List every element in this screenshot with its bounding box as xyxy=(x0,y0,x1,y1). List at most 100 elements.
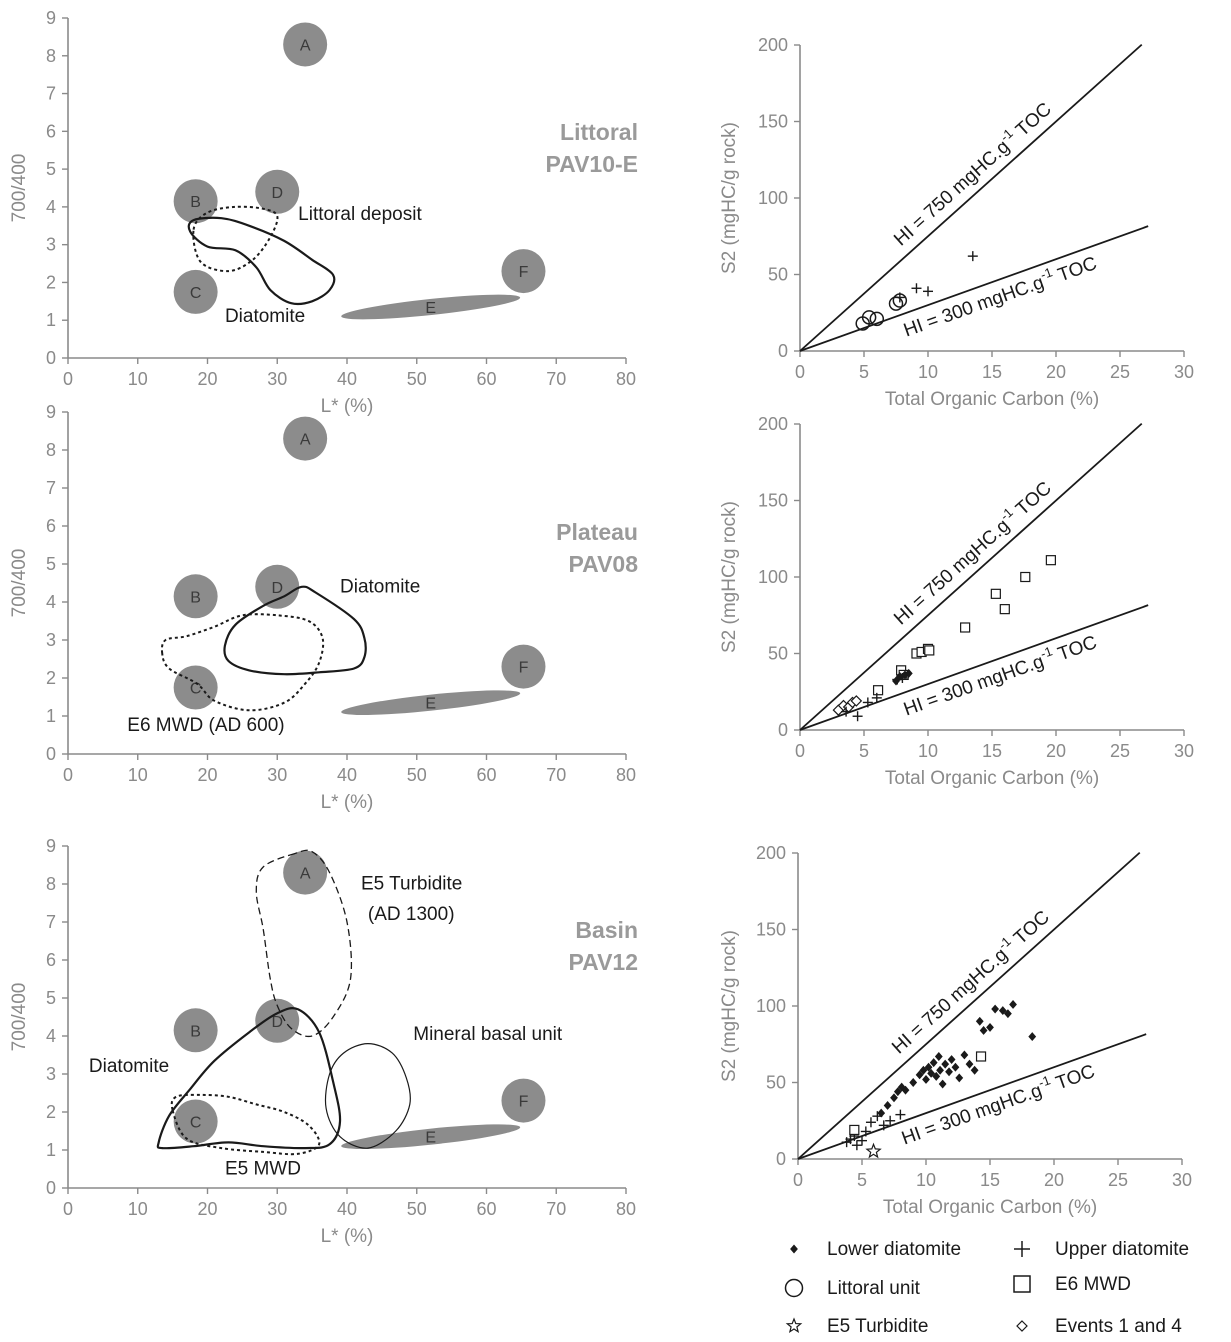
reference-d: D xyxy=(255,998,300,1043)
data-point xyxy=(938,1079,947,1089)
data-point xyxy=(911,283,922,294)
zone-littoral-deposit xyxy=(192,205,279,273)
legend-item-littoral-unit: Littoral unit xyxy=(784,1278,921,1299)
chart-left-mid: 0 10 20 30 40 50 60 70 80 0 1 2 3 4 5 6 7 8 9 L* (%) 700/400… xyxy=(9,402,638,813)
reference-label: C xyxy=(190,681,202,698)
reference-b: B xyxy=(173,574,218,619)
y-tick-label: 50 xyxy=(768,644,788,664)
data-point xyxy=(986,1022,994,1032)
data-point xyxy=(904,668,913,678)
x-tick-label: 40 xyxy=(337,1199,357,1219)
reference-label: D xyxy=(271,580,283,597)
x-tick-label: 15 xyxy=(980,1170,1000,1190)
x-tick-label: 60 xyxy=(476,765,496,785)
reference-d-disc xyxy=(255,169,300,214)
y-tick-label: 2 xyxy=(46,668,56,688)
zone-label: Mineral basal unit xyxy=(413,1024,563,1045)
x-tick-label: 70 xyxy=(546,765,566,785)
legend: Lower diatomite Upper diatomite Littoral u… xyxy=(784,1239,1189,1337)
reference-f-disc xyxy=(501,1078,546,1123)
data-point xyxy=(851,1140,862,1151)
x-tick-label: 30 xyxy=(267,765,287,785)
reference-b: B xyxy=(173,1008,218,1053)
y-tick-label: 7 xyxy=(46,912,56,932)
legend-item-e6-mwd: E6 MWD xyxy=(1013,1274,1131,1295)
x-tick-label: 25 xyxy=(1108,1170,1128,1190)
data-point xyxy=(888,296,904,311)
y-tick-label: 50 xyxy=(766,1073,786,1093)
x-tick-label: 50 xyxy=(407,765,427,785)
reference-a-disc xyxy=(283,22,328,67)
reference-a: A xyxy=(283,416,328,461)
zone-e5-turbidite-ad-1300 xyxy=(255,849,353,1038)
data-point xyxy=(945,1067,953,1077)
x-axis-title: Total Organic Carbon (%) xyxy=(885,389,1099,410)
reference-b-disc xyxy=(173,574,218,619)
data-point xyxy=(929,1058,938,1068)
x-tick-label: 70 xyxy=(546,369,566,389)
hi-line-label: HI = 750 mgHC.g-1 TOC xyxy=(886,904,1054,1059)
data-point xyxy=(865,1117,876,1128)
x-tick-label: 10 xyxy=(918,741,938,761)
y-tick-label: 6 xyxy=(46,950,56,970)
series-e6-mwd xyxy=(849,1051,987,1136)
y-tick-label: 0 xyxy=(778,720,788,740)
hi-label-main: HI = 750 mgHC.g xyxy=(890,515,1014,629)
x-tick-label: 10 xyxy=(128,369,148,389)
legend-item-events-1-and-4: Events 1 and 4 xyxy=(1016,1316,1182,1337)
zone-e6-mwd-ad-600 xyxy=(160,613,325,712)
zone-label: Littoral deposit xyxy=(298,204,422,225)
x-axis-title: Total Organic Carbon (%) xyxy=(883,1197,1097,1218)
y-tick-label: 7 xyxy=(46,84,56,104)
chart-left-bot: 0 10 20 30 40 50 60 70 80 0 1 2 3 4 5 6 7 8 9 L* (%) 700/400… xyxy=(9,836,638,1247)
zone-diatomite xyxy=(187,216,336,306)
x-tick-label: 50 xyxy=(407,369,427,389)
data-point xyxy=(890,1093,898,1103)
x-tick-label: 5 xyxy=(859,741,869,761)
reference-label: A xyxy=(300,432,311,449)
y-tick-label: 2 xyxy=(46,1102,56,1122)
reference-e-ellipse xyxy=(341,1124,521,1150)
data-point xyxy=(901,1085,910,1095)
x-tick-label: 80 xyxy=(616,765,636,785)
y-tick-label: 200 xyxy=(756,843,786,863)
reference-c: C xyxy=(173,665,218,710)
x-tick-label: 40 xyxy=(337,765,357,785)
site-title: PAV08 xyxy=(569,551,639,577)
y-tick-label: 150 xyxy=(758,112,788,132)
y-tick-label: 100 xyxy=(758,567,788,587)
data-point xyxy=(892,676,900,686)
reference-b: B xyxy=(173,179,218,224)
hi-line-label: HI = 300 mgHC.g-1 TOC xyxy=(898,1057,1098,1149)
reference-label: E xyxy=(425,300,436,317)
data-point xyxy=(998,1006,1007,1016)
legend-filled-diamond-icon xyxy=(790,1244,798,1254)
series-upper-diatomite xyxy=(894,251,978,303)
data-point xyxy=(979,1026,988,1035)
y-tick-label: 200 xyxy=(758,35,788,55)
hi-line-label: HI = 300 mgHC.g-1 TOC xyxy=(900,249,1100,341)
chart-right-mid: 0 5 10 15 20 25 30 0 50 100 150 200 Total Organic Ca… xyxy=(719,414,1194,789)
x-tick-label: 5 xyxy=(857,1170,867,1190)
data-point xyxy=(975,1016,984,1026)
y-tick-label: 1 xyxy=(46,706,56,726)
chart-right-bot: 0 5 10 15 20 25 30 0 50 100 150 200 Total Organic Ca… xyxy=(719,843,1192,1218)
y-tick-label: 9 xyxy=(46,836,56,856)
y-tick-label: 4 xyxy=(46,197,56,217)
reference-f-disc xyxy=(501,249,546,294)
y-tick-label: 8 xyxy=(46,440,56,460)
x-tick-label: 10 xyxy=(916,1170,936,1190)
x-tick-label: 70 xyxy=(546,1199,566,1219)
y-tick-label: 2 xyxy=(46,272,56,292)
x-tick-label: 0 xyxy=(795,741,805,761)
x-tick-label: 40 xyxy=(337,369,357,389)
reference-label: D xyxy=(271,1014,283,1031)
x-tick-label: 5 xyxy=(859,362,869,382)
zone-label: E6 MWD (AD 600) xyxy=(127,715,284,736)
x-tick-label: 80 xyxy=(616,1199,636,1219)
data-point xyxy=(878,1120,889,1131)
data-point xyxy=(960,622,971,633)
hi-line-750 xyxy=(797,851,1141,1160)
data-point xyxy=(924,1062,933,1072)
